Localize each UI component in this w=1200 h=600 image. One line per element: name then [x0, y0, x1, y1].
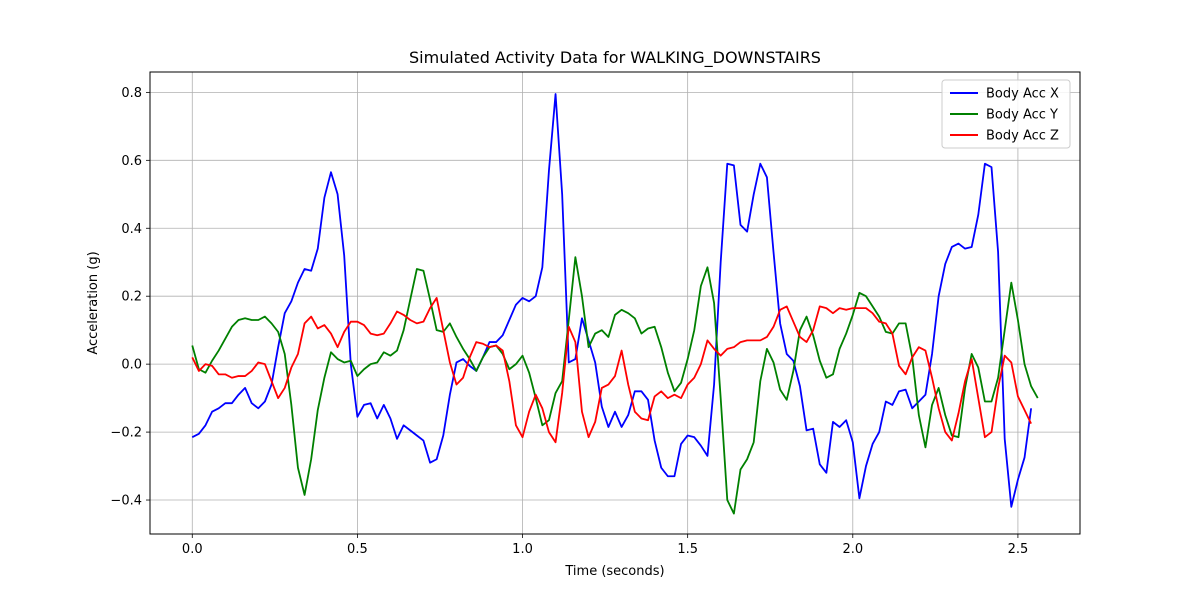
- legend-label-3: Body Acc Z: [986, 129, 1059, 144]
- x-axis-label: Time (seconds): [564, 564, 664, 579]
- y-tick-label: 0.0: [121, 358, 142, 373]
- series-lines: [191, 93, 1039, 515]
- legend: Body Acc X Body Acc Y Body Acc Z: [941, 79, 1071, 149]
- legend-label-2: Body Acc Y: [986, 108, 1058, 123]
- x-tick-label: 2.5: [1008, 542, 1029, 557]
- x-tick-label: 1.0: [512, 542, 533, 557]
- x-tick-label: 1.5: [677, 542, 698, 557]
- y-tick-label: −0.4: [110, 494, 142, 509]
- plot-frame: [149, 71, 1081, 535]
- y-tick-label: 0.8: [121, 86, 142, 101]
- y-tick-label: 0.2: [121, 290, 142, 305]
- axis-ticks: 0.0 0.5 1.0 1.5 2.0 2.5 −0.4 −0.2 0.0 0.2 0.4 0.6 0.…: [110, 86, 1028, 557]
- series-line-1: [191, 93, 1033, 508]
- x-tick-label: 0.5: [347, 542, 368, 557]
- x-tick-label: 0.0: [182, 542, 203, 557]
- series-line-2: [191, 256, 1039, 515]
- y-tick-label: −0.2: [110, 426, 142, 441]
- y-tick-label: 0.4: [121, 222, 142, 237]
- y-tick-label: 0.6: [121, 154, 142, 169]
- chart-title: Simulated Activity Data for WALKING_DOWN…: [409, 48, 821, 68]
- legend-label-1: Body Acc X: [986, 87, 1059, 102]
- legend-box: [941, 79, 1071, 149]
- series-line-3: [191, 297, 1032, 444]
- x-tick-label: 2.0: [842, 542, 863, 557]
- y-axis-label: Acceleration (g): [86, 251, 101, 354]
- grid-lines: [150, 72, 1080, 534]
